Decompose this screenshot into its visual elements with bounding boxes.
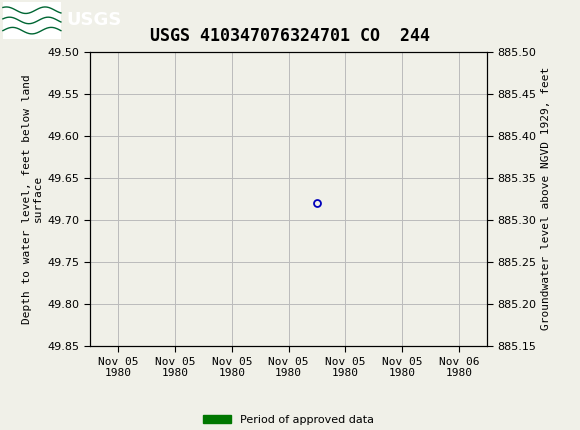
Y-axis label: Depth to water level, feet below land
surface: Depth to water level, feet below land su… — [21, 74, 44, 324]
Text: USGS: USGS — [67, 12, 122, 29]
Legend: Period of approved data: Period of approved data — [199, 410, 378, 429]
Y-axis label: Groundwater level above NGVD 1929, feet: Groundwater level above NGVD 1929, feet — [541, 67, 551, 331]
Text: USGS 410347076324701 CO  244: USGS 410347076324701 CO 244 — [150, 27, 430, 45]
Bar — [3, 2, 61, 39]
